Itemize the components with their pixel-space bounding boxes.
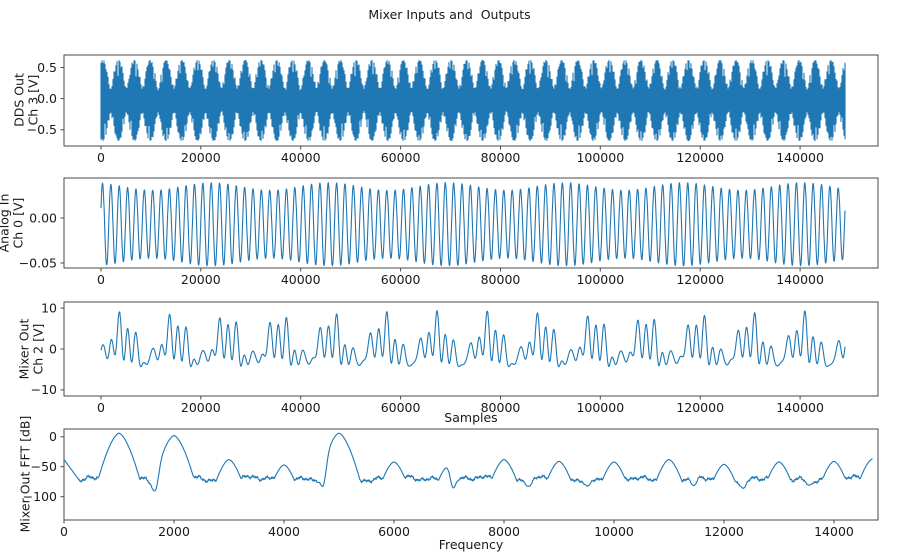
xlabel-samples: Samples <box>444 410 498 425</box>
ylabel-line: DDS Out <box>11 73 27 127</box>
x-tick-label: 40000 <box>281 272 321 287</box>
x-tick-label: 14000 <box>814 524 854 539</box>
analog-in-ch0-trace <box>100 182 846 267</box>
x-tick-label: 60000 <box>381 150 421 165</box>
y-tick-label: 10 <box>41 300 57 315</box>
x-tick-label: 120000 <box>676 272 724 287</box>
ylabel-dds-out: DDS Out Ch 3 [V] <box>11 73 41 127</box>
ylabel-mixer-out-fft: Mixer Out FFT [dB] <box>17 415 33 533</box>
x-tick-label: 100000 <box>576 272 624 287</box>
x-tick-label: 0 <box>60 524 68 539</box>
ylabel-line: Analog In <box>0 193 12 253</box>
x-tick-label: 0 <box>97 150 105 165</box>
ylabel-line: Mixer Out <box>16 318 32 380</box>
x-tick-label: 20000 <box>181 400 221 415</box>
y-tick-label: −10 <box>31 382 57 397</box>
x-tick-label: 4000 <box>268 524 300 539</box>
x-tick-label: 100000 <box>576 150 624 165</box>
ylabel-line: Ch 0 [V] <box>10 197 25 249</box>
x-tick-label: 100000 <box>576 400 624 415</box>
x-tick-label: 40000 <box>281 400 321 415</box>
axes-spine <box>63 54 879 147</box>
x-tick-label: 0 <box>97 400 105 415</box>
mixer-out-fft-trace <box>63 432 873 492</box>
x-tick-label: 80000 <box>481 400 521 415</box>
y-tick-label: −100 <box>23 489 57 504</box>
x-tick-label: 20000 <box>181 150 221 165</box>
y-tick-label: 0 <box>49 341 57 356</box>
x-tick-label: 60000 <box>381 400 421 415</box>
x-tick-label: 140000 <box>776 400 824 415</box>
ylabel-line: Mixer Out FFT [dB] <box>17 415 33 533</box>
x-tick-label: 140000 <box>776 150 824 165</box>
x-tick-label: 12000 <box>704 524 744 539</box>
x-tick-label: 8000 <box>488 524 520 539</box>
x-tick-label: 120000 <box>676 150 724 165</box>
x-tick-label: 20000 <box>181 272 221 287</box>
ylabel-line: Ch 3 [V] <box>25 74 40 126</box>
y-tick-label: −0.5 <box>27 122 57 137</box>
figure-title: Mixer Inputs and Outputs <box>368 7 531 22</box>
x-tick-label: 6000 <box>378 524 410 539</box>
x-tick-label: 80000 <box>481 272 521 287</box>
y-tick-label: 0 <box>49 429 57 444</box>
y-tick-label: 0.0 <box>37 91 57 106</box>
ylabel-line: Ch 2 [V] <box>30 323 45 375</box>
y-tick-label: 0.5 <box>37 60 57 75</box>
x-tick-label: 80000 <box>481 150 521 165</box>
x-tick-label: 10000 <box>594 524 634 539</box>
x-tick-label: 2000 <box>158 524 190 539</box>
y-tick-label: −50 <box>31 459 57 474</box>
x-tick-label: 60000 <box>381 272 421 287</box>
xlabel-frequency: Frequency <box>438 537 504 552</box>
y-tick-label: 0.00 <box>29 210 57 225</box>
y-tick-label: −0.05 <box>19 255 57 270</box>
x-tick-label: 140000 <box>776 272 824 287</box>
axes-spine <box>63 177 879 269</box>
ylabel-analog-in: Analog In Ch 0 [V] <box>0 194 25 253</box>
mixer-out-ch2-trace <box>100 310 846 368</box>
ylabel-mixer-out: Mixer Out Ch 2 [V] <box>16 318 46 380</box>
x-tick-label: 40000 <box>281 150 321 165</box>
axes-spine <box>63 428 879 521</box>
dds-out-ch3-trace <box>100 60 846 141</box>
x-tick-label: 0 <box>97 272 105 287</box>
x-tick-label: 120000 <box>676 400 724 415</box>
